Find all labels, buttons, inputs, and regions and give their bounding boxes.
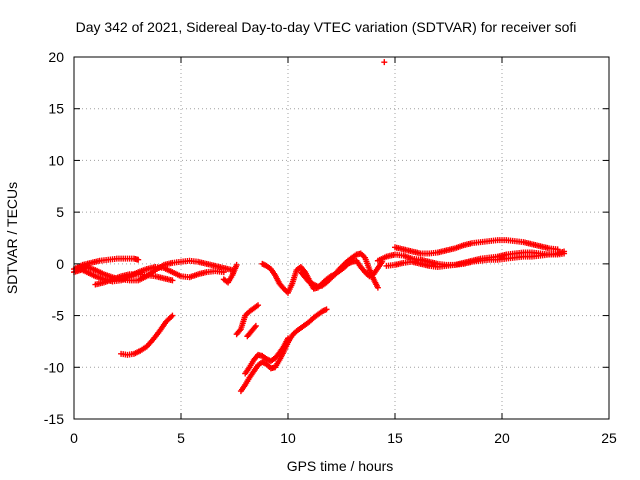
x-tick-label: 0 — [70, 430, 78, 446]
series-cluster-15 — [383, 250, 568, 270]
data-point — [168, 313, 175, 320]
series-cluster-12 — [297, 250, 381, 291]
data-point — [251, 324, 258, 331]
chart-title: Day 342 of 2021, Sidereal Day-to-day VTE… — [76, 19, 577, 35]
data-point — [381, 59, 388, 66]
axis-ticks: 0 5 10 15 20 25 -15 -10 -5 0 5 10 15 20 — [44, 49, 617, 446]
x-tick-label: 25 — [601, 430, 617, 446]
series-cluster-4 — [92, 271, 176, 288]
data-point — [374, 284, 381, 291]
y-tick-label: 5 — [56, 204, 64, 220]
data-point — [561, 250, 568, 257]
series-cluster-10 — [244, 322, 259, 340]
data-point — [169, 277, 176, 284]
data-point — [255, 302, 262, 309]
data-point — [135, 256, 142, 263]
data-point — [169, 312, 176, 319]
data-point — [236, 327, 243, 334]
series-cluster-16 — [392, 237, 561, 257]
y-tick-label: 20 — [48, 49, 64, 65]
series-cluster-6 — [220, 261, 240, 286]
y-axis-label: SDTVAR / TECUs — [4, 182, 20, 294]
series-cluster-3 — [75, 263, 227, 285]
data-point — [220, 269, 227, 276]
x-tick-label: 20 — [494, 430, 510, 446]
y-tick-label: 0 — [56, 256, 64, 272]
data-point — [252, 322, 259, 329]
data-point — [323, 306, 330, 313]
series-cluster-7 — [233, 302, 262, 338]
series-cluster-13 — [381, 59, 388, 66]
series-cluster-5 — [118, 312, 176, 358]
x-axis-label: GPS time / hours — [287, 458, 394, 474]
y-tick-label: -5 — [52, 308, 65, 324]
plot-frame — [73, 56, 610, 420]
y-tick-label: 15 — [48, 101, 64, 117]
data-point — [554, 246, 561, 253]
y-tick-label: 10 — [48, 152, 64, 168]
grid — [74, 57, 609, 419]
series-cluster-9 — [242, 335, 291, 377]
x-tick-label: 5 — [177, 430, 185, 446]
y-tick-label: -15 — [44, 411, 64, 427]
data-point — [233, 261, 240, 268]
y-tick-label: -10 — [44, 359, 64, 375]
x-tick-label: 15 — [387, 430, 403, 446]
x-tick-label: 10 — [280, 430, 296, 446]
data-point — [285, 335, 291, 342]
data-points — [71, 59, 568, 395]
